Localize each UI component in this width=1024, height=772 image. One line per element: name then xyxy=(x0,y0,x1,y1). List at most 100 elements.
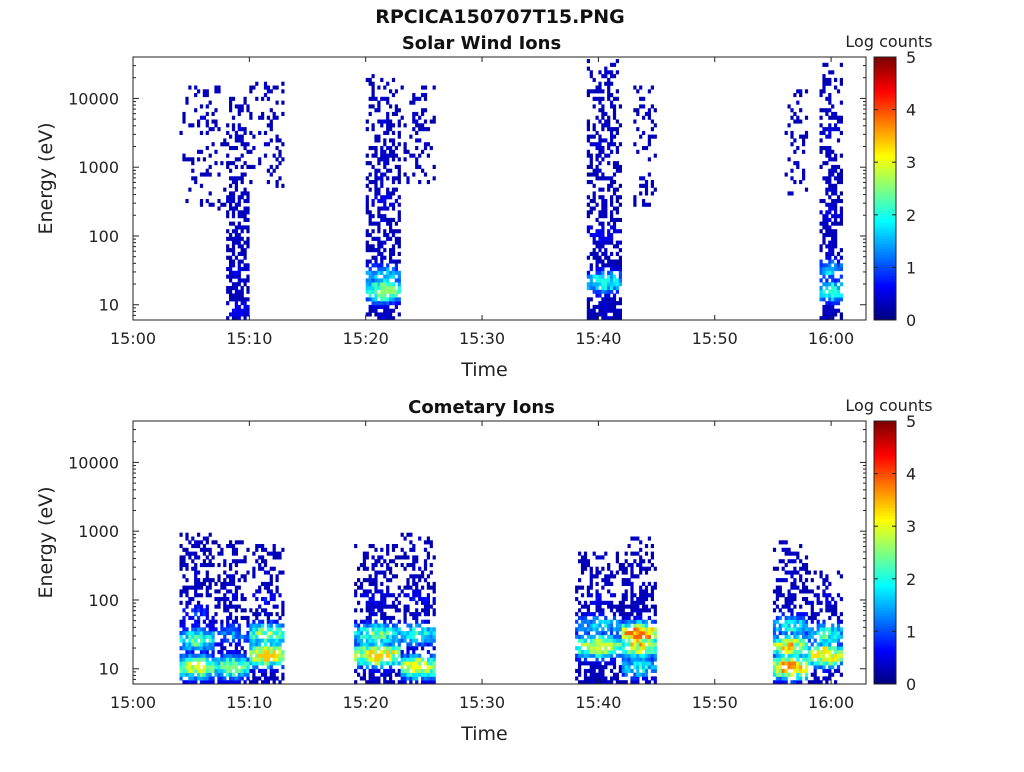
heatmap-cell xyxy=(243,240,247,245)
heatmap-cell xyxy=(368,259,372,264)
heatmap-cell xyxy=(394,623,398,628)
heatmap-cell xyxy=(214,672,218,677)
heatmap-cell xyxy=(836,176,841,181)
heatmap-cell xyxy=(601,149,605,154)
heatmap-cell xyxy=(380,176,384,181)
heatmap-cell xyxy=(819,574,823,579)
heatmap-cell xyxy=(636,108,640,113)
heatmap-cell xyxy=(781,657,785,662)
heatmap-cell xyxy=(234,585,238,590)
heatmap-cell xyxy=(610,134,614,139)
heatmap-cell xyxy=(389,634,393,639)
heatmap-cell xyxy=(825,225,829,230)
heatmap-cell xyxy=(607,589,611,594)
heatmap-cell xyxy=(647,642,651,647)
heatmap-cell xyxy=(653,566,657,571)
heatmap-cell xyxy=(799,631,803,636)
plot-area xyxy=(133,421,866,684)
heatmap-cell xyxy=(618,164,622,169)
heatmap-cell xyxy=(636,608,640,613)
heatmap-cell xyxy=(819,608,823,613)
heatmap-cell xyxy=(595,665,599,670)
heatmap-cell xyxy=(586,202,590,207)
y-tick-label: 1000 xyxy=(78,158,119,177)
heatmap-cell xyxy=(828,657,832,662)
heatmap-cell xyxy=(426,631,430,636)
heatmap-cell xyxy=(627,578,631,583)
colorbar-step xyxy=(874,272,896,276)
heatmap-cell xyxy=(261,657,265,662)
heatmap-cell xyxy=(580,566,585,571)
heatmap-cell xyxy=(246,619,250,624)
heatmap-cell xyxy=(650,585,654,590)
heatmap-cell xyxy=(380,600,384,605)
colorbar-step xyxy=(874,594,896,598)
heatmap-cell xyxy=(828,251,832,256)
heatmap-cell xyxy=(380,183,384,188)
heatmap-cell xyxy=(586,195,590,200)
heatmap-cell xyxy=(234,540,238,545)
heatmap-cell xyxy=(365,153,369,158)
heatmap-cell xyxy=(217,650,221,655)
heatmap-cell xyxy=(621,566,625,571)
heatmap-cell xyxy=(377,206,381,211)
heatmap-cell xyxy=(836,180,841,185)
heatmap-cell xyxy=(281,650,285,655)
heatmap-cell xyxy=(397,646,401,651)
heatmap-cell xyxy=(415,665,419,670)
heatmap-cell xyxy=(374,96,378,101)
heatmap-cell xyxy=(796,680,800,685)
heatmap-cell xyxy=(269,672,273,677)
heatmap-cell xyxy=(639,589,643,594)
heatmap-cell xyxy=(229,168,233,173)
heatmap-cell xyxy=(365,631,369,636)
heatmap-cell xyxy=(394,89,398,94)
heatmap-cell xyxy=(589,570,593,575)
heatmap-cell xyxy=(822,650,826,655)
heatmap-cell xyxy=(607,70,611,75)
heatmap-cell xyxy=(636,665,640,670)
heatmap-cell xyxy=(231,581,236,586)
heatmap-cell xyxy=(586,172,590,177)
heatmap-cell xyxy=(595,312,599,317)
heatmap-cell xyxy=(205,623,209,628)
heatmap-cell xyxy=(615,195,619,200)
heatmap-cell xyxy=(615,676,619,681)
heatmap-cell xyxy=(386,631,390,636)
heatmap-cell xyxy=(397,297,401,302)
heatmap-cell xyxy=(269,589,273,594)
heatmap-cell xyxy=(188,187,192,192)
colorbar-step xyxy=(874,605,896,609)
heatmap-cell xyxy=(810,612,814,617)
heatmap-cell xyxy=(214,642,218,647)
heatmap-cell xyxy=(237,199,241,204)
heatmap-cell xyxy=(205,608,209,613)
heatmap-cell xyxy=(607,85,611,90)
heatmap-cell xyxy=(231,547,236,552)
heatmap-cell xyxy=(650,597,654,602)
heatmap-cell xyxy=(397,244,401,249)
heatmap-cell xyxy=(231,274,236,279)
panel-title: Cometary Ions xyxy=(408,397,555,418)
heatmap-cell xyxy=(223,578,227,583)
heatmap-cell xyxy=(368,278,372,283)
heatmap-cell xyxy=(592,289,596,294)
heatmap-cell xyxy=(836,570,841,575)
heatmap-cell xyxy=(359,642,364,647)
heatmap-cell xyxy=(258,161,262,166)
heatmap-cell xyxy=(237,627,241,632)
heatmap-cell xyxy=(278,149,282,154)
heatmap-cell xyxy=(275,631,279,636)
heatmap-cell xyxy=(223,187,227,192)
colorbar-step xyxy=(874,510,896,514)
heatmap-cell xyxy=(194,676,198,681)
heatmap-cell xyxy=(790,653,794,658)
colorbar-step xyxy=(874,563,896,567)
heatmap-cell xyxy=(179,676,183,681)
heatmap-cell xyxy=(831,206,835,211)
heatmap-cell xyxy=(630,646,634,651)
colorbar-step xyxy=(874,62,896,66)
heatmap-cell xyxy=(374,563,378,568)
colorbar-step xyxy=(874,652,896,656)
heatmap-cell xyxy=(810,680,814,685)
